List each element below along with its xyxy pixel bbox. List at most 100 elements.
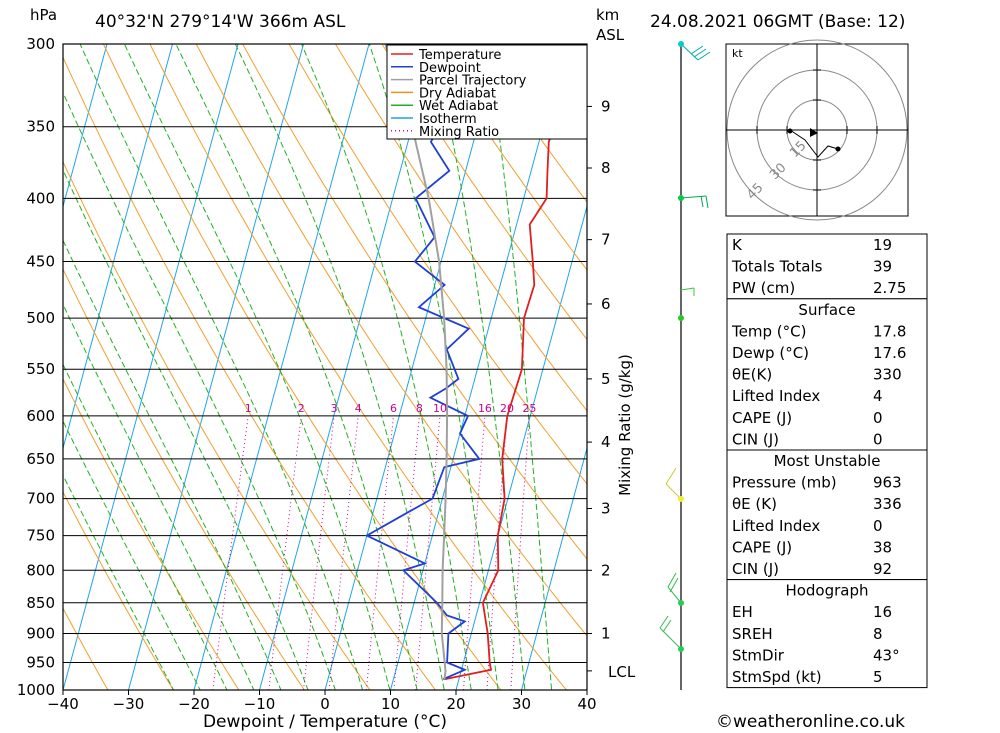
index-value: 963 bbox=[873, 474, 902, 492]
km-axis: 1 2 3 4 5 6 7 8 9 LCL bbox=[587, 97, 636, 681]
hodograph-trace bbox=[789, 129, 839, 158]
wind-point-700 bbox=[678, 496, 684, 502]
wet-adiabat-line bbox=[175, 44, 418, 690]
isotherm-line bbox=[127, 44, 305, 690]
index-value: 38 bbox=[873, 538, 892, 556]
indices-section-title: Hodograph bbox=[785, 582, 868, 600]
index-value: 19 bbox=[873, 236, 892, 254]
index-label: Lifted Index bbox=[732, 387, 820, 405]
wind-barb-690 bbox=[665, 467, 682, 500]
wind-point-925 bbox=[678, 646, 684, 652]
mixing-ratio-label: 2 bbox=[298, 402, 305, 415]
index-value: 8 bbox=[873, 625, 883, 643]
mixing-ratio-label: 3 bbox=[331, 402, 338, 415]
wind-barb-300 bbox=[680, 43, 711, 61]
indices-section-title: Surface bbox=[798, 301, 855, 319]
temperature-tick-label: −30 bbox=[113, 695, 145, 713]
mixing-ratio-label: 10 bbox=[433, 402, 447, 415]
index-value: 17.8 bbox=[873, 322, 906, 340]
dry-adiabat-line bbox=[63, 56, 437, 690]
index-value: 0 bbox=[873, 517, 883, 535]
wind-point-850 bbox=[678, 600, 684, 606]
temperature-tick-label: −20 bbox=[178, 695, 210, 713]
wet-adiabat-line bbox=[79, 44, 364, 690]
mixing-ratio-lines bbox=[212, 415, 530, 690]
index-label: EH bbox=[732, 603, 753, 621]
wet-adiabat-line bbox=[301, 44, 472, 690]
dry-adiabat-line bbox=[63, 377, 240, 690]
mixing-ratio-line bbox=[328, 415, 359, 690]
index-label: K bbox=[732, 236, 743, 254]
dry-adiabat-line bbox=[102, 44, 502, 690]
legend-entry: Dry Adiabat bbox=[419, 86, 496, 101]
wet-adiabat-line bbox=[368, 44, 499, 690]
temperature-tick-label: 20 bbox=[446, 695, 465, 713]
isotherm-lines bbox=[63, 44, 587, 690]
wind-point-500 bbox=[678, 315, 684, 321]
dry-adiabat-line bbox=[63, 490, 174, 690]
indices-section bbox=[726, 449, 928, 581]
mixing-ratio-label: 8 bbox=[416, 402, 423, 415]
temperature-tick-label: 0 bbox=[320, 695, 330, 713]
index-label: CAPE (J) bbox=[732, 409, 792, 427]
wet-adiabat-line bbox=[63, 168, 309, 690]
pressure-tick-label: 800 bbox=[26, 561, 55, 579]
pressure-tick-label: 600 bbox=[26, 407, 55, 425]
wind-point-400 bbox=[678, 195, 684, 201]
wind-barb-475 bbox=[680, 287, 695, 296]
legend-box bbox=[386, 44, 588, 140]
wind-barb-850 bbox=[659, 572, 682, 650]
legend-entry: Temperature bbox=[418, 48, 501, 63]
km-tick-label: 9 bbox=[601, 97, 611, 115]
indices-section bbox=[726, 579, 928, 689]
dry-adiabat-line bbox=[381, 44, 587, 341]
temperature-tick-label: 30 bbox=[512, 695, 531, 713]
stability-indices-panel: K 19 Totals Totals 39 PW (cm) 2.75 Surface Temp… bbox=[726, 233, 928, 689]
isotherm-line bbox=[324, 44, 501, 690]
isotherm-line bbox=[520, 446, 587, 690]
isotherm-line bbox=[63, 44, 174, 451]
wind-profile bbox=[659, 41, 711, 690]
km-tick-label: 6 bbox=[601, 295, 611, 313]
sounding-series bbox=[364, 44, 567, 681]
mixing-ratio-axis-title: Mixing Ratio (g/kg) bbox=[616, 354, 634, 496]
dry-adiabat-line bbox=[63, 267, 306, 690]
dry-adiabat-line bbox=[195, 44, 587, 637]
index-value: 43° bbox=[873, 646, 900, 664]
hodograph-start-dot bbox=[787, 128, 793, 134]
km-tick-label: 5 bbox=[601, 370, 611, 388]
wet-adiabat-line bbox=[63, 91, 336, 690]
index-value: 0 bbox=[873, 409, 883, 427]
mixing-ratio-label: 4 bbox=[355, 402, 362, 415]
dry-adiabat-line bbox=[149, 44, 568, 690]
index-value: 5 bbox=[873, 668, 883, 686]
index-label: StmSpd (kt) bbox=[732, 668, 822, 686]
wet-adiabat-line bbox=[123, 44, 391, 690]
dry-adiabat-line bbox=[288, 44, 587, 485]
mixing-ratio-line bbox=[365, 415, 394, 690]
asl-label: ASL bbox=[596, 26, 625, 44]
index-label: PW (cm) bbox=[732, 279, 795, 297]
hodograph-end-dot bbox=[835, 146, 841, 152]
mixing-ratio-line bbox=[303, 415, 335, 690]
pressure-tick-label: 500 bbox=[26, 309, 55, 327]
isotherm-line bbox=[455, 204, 587, 690]
pressure-tick-label: 650 bbox=[26, 450, 55, 468]
legend-entry: Dewpoint bbox=[419, 61, 481, 76]
mixing-ratio-labels: 1 2 3 4 6 8 10 16 20 25 bbox=[245, 402, 537, 415]
index-value: 0 bbox=[873, 430, 883, 448]
legend-entry: Wet Adiabat bbox=[419, 99, 498, 114]
mixing-ratio-label: 25 bbox=[522, 402, 536, 415]
datetime-title: 24.08.2021 06GMT (Base: 12) bbox=[650, 12, 905, 32]
isotherm-line bbox=[63, 44, 108, 209]
temperature-tick-label: −40 bbox=[47, 695, 79, 713]
wet-adiabat-line bbox=[63, 474, 175, 690]
mixing-ratio-label: 16 bbox=[478, 402, 492, 415]
dry-adiabats bbox=[63, 44, 587, 690]
index-value: 336 bbox=[873, 495, 902, 513]
km-tick-label: 7 bbox=[601, 231, 611, 249]
mixing-ratio-label: 6 bbox=[390, 402, 397, 415]
dewpoint-line bbox=[364, 44, 481, 681]
